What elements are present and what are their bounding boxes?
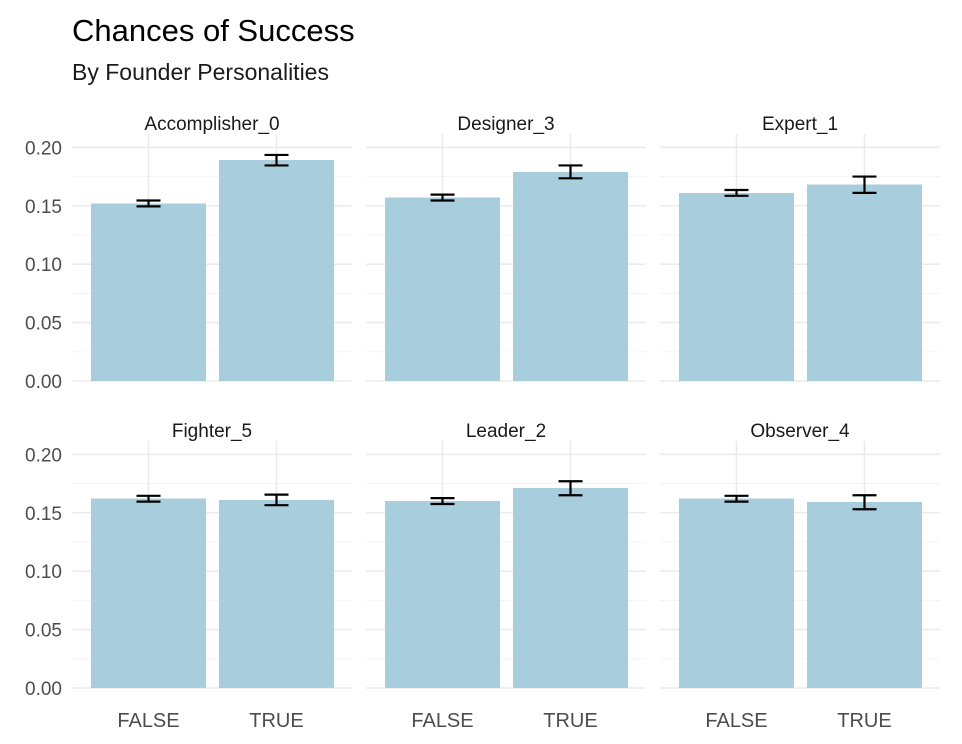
facet-label: Accomplisher_0 <box>144 114 279 135</box>
bar-true <box>513 171 628 381</box>
bar-true <box>807 184 922 381</box>
y-tick-label: 0.20 <box>25 138 62 159</box>
facet-panel-fighter_5: Fighter_5 0.00 0.05 0.10 0.15 0.20 FALSE TRUE <box>25 421 352 732</box>
chart-title: Chances of Success <box>72 13 355 48</box>
x-tick-label: TRUE <box>837 710 891 732</box>
y-tick-label: 0.00 <box>25 679 62 700</box>
y-tick-label: 0.05 <box>25 621 62 642</box>
facet-label: Expert_1 <box>762 114 838 135</box>
facet-panel-designer_3: Designer_3 <box>366 114 646 382</box>
bar-false <box>385 501 500 688</box>
facet-panel-accomplisher_0: Accomplisher_0 0.00 0.05 0.10 0.15 0.20 <box>25 114 352 393</box>
bar-true <box>219 499 334 688</box>
facet-panels: Accomplisher_0 0.00 0.05 0.10 0.15 0.20 Design… <box>25 114 940 732</box>
x-tick-label: FALSE <box>411 710 473 732</box>
x-tick-label: FALSE <box>705 710 767 732</box>
y-tick-label: 0.10 <box>25 255 62 276</box>
y-tick-label: 0.05 <box>25 314 62 335</box>
y-tick-label: 0.20 <box>25 445 62 466</box>
bar-false <box>385 197 500 381</box>
y-tick-label: 0.15 <box>25 504 62 525</box>
y-tick-label: 0.15 <box>25 197 62 218</box>
y-tick-label: 0.00 <box>25 372 62 393</box>
facet-label: Observer_4 <box>750 421 850 442</box>
bar-true <box>513 488 628 688</box>
bar-false <box>679 192 794 381</box>
chart-subtitle: By Founder Personalities <box>72 59 329 85</box>
facet-panel-leader_2: Leader_2 FALSE TRUE <box>366 421 646 732</box>
bar-true <box>219 160 334 381</box>
x-tick-label: TRUE <box>249 710 303 732</box>
bar-false <box>91 498 206 688</box>
facet-label: Designer_3 <box>457 114 554 135</box>
x-tick-label: FALSE <box>117 710 179 732</box>
x-tick-label: TRUE <box>543 710 597 732</box>
bar-false <box>91 203 206 381</box>
bar-true <box>807 502 922 688</box>
facet-panel-observer_4: Observer_4 FALSE TRUE <box>660 421 940 732</box>
y-tick-label: 0.10 <box>25 562 62 583</box>
facet-label: Fighter_5 <box>172 421 252 442</box>
bar-false <box>679 498 794 688</box>
facet-panel-expert_1: Expert_1 <box>660 114 940 382</box>
facet-label: Leader_2 <box>466 421 546 442</box>
